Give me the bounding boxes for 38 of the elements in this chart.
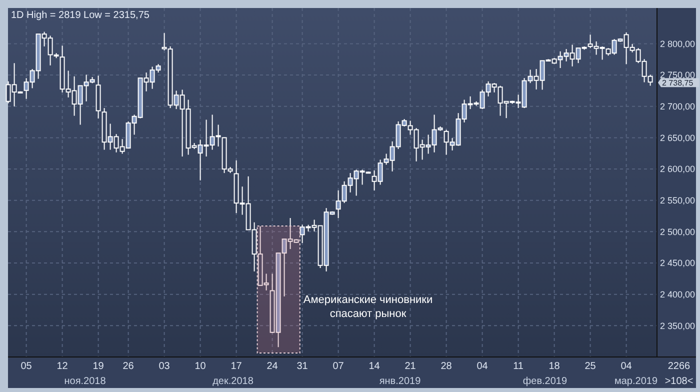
x-tick-label: 17 xyxy=(230,361,242,372)
y-tick-label: 2 550,00 xyxy=(660,196,696,206)
text: 2266 xyxy=(668,361,691,372)
text: фев.2019 xyxy=(522,376,568,387)
chart-title: 1D High = 2819 Low = 2315,75 xyxy=(11,10,150,21)
x-tick-label: 31 xyxy=(296,361,308,372)
text: ноя.2018 xyxy=(64,376,106,387)
x-tick-label: 26 xyxy=(122,361,134,372)
text: дек.2018 xyxy=(212,376,254,387)
x-tick-label: 04 xyxy=(476,361,488,372)
x-tick-label: 14 xyxy=(368,361,380,372)
x-tick-label: 03 xyxy=(158,361,170,372)
x-tick-label: 11 xyxy=(513,361,524,372)
y-tick-label: 2 450,00 xyxy=(660,258,696,268)
y-tick-label: 2 700,00 xyxy=(660,102,696,112)
y-tick-label: 2 350,00 xyxy=(660,320,696,331)
y-tick-label: 2 750,00 xyxy=(660,70,696,80)
text: янв.2019 xyxy=(379,376,422,387)
text: 2 738,75 xyxy=(662,78,694,88)
text: >108< xyxy=(664,376,694,387)
x-tick-label: 12 xyxy=(56,361,68,372)
y-tick-label: 2 600,00 xyxy=(660,164,696,174)
x-tick-label: 18 xyxy=(548,361,560,372)
x-tick-label: 19 xyxy=(92,361,104,372)
x-tick-label: 05 xyxy=(20,361,32,372)
y-tick-label: 2 800,00 xyxy=(660,38,696,49)
x-tick-label: 28 xyxy=(440,361,452,372)
text: мар.2019 xyxy=(614,376,658,387)
y-tick-label: 2 500,00 xyxy=(660,226,696,237)
x-tick-label: 07 xyxy=(332,361,344,372)
annotation: Американские чиновники спасают рынок xyxy=(303,294,433,320)
y-tick-label: 2 400,00 xyxy=(660,289,696,300)
y-tick-label: 2 650,00 xyxy=(660,132,696,143)
x-tick-label: 21 xyxy=(404,361,416,372)
x-tick-label: 10 xyxy=(194,361,206,372)
x-tick-label: 04 xyxy=(620,361,632,372)
x-tick-label: 25 xyxy=(584,361,596,372)
x-tick-label: 24 xyxy=(266,361,278,372)
